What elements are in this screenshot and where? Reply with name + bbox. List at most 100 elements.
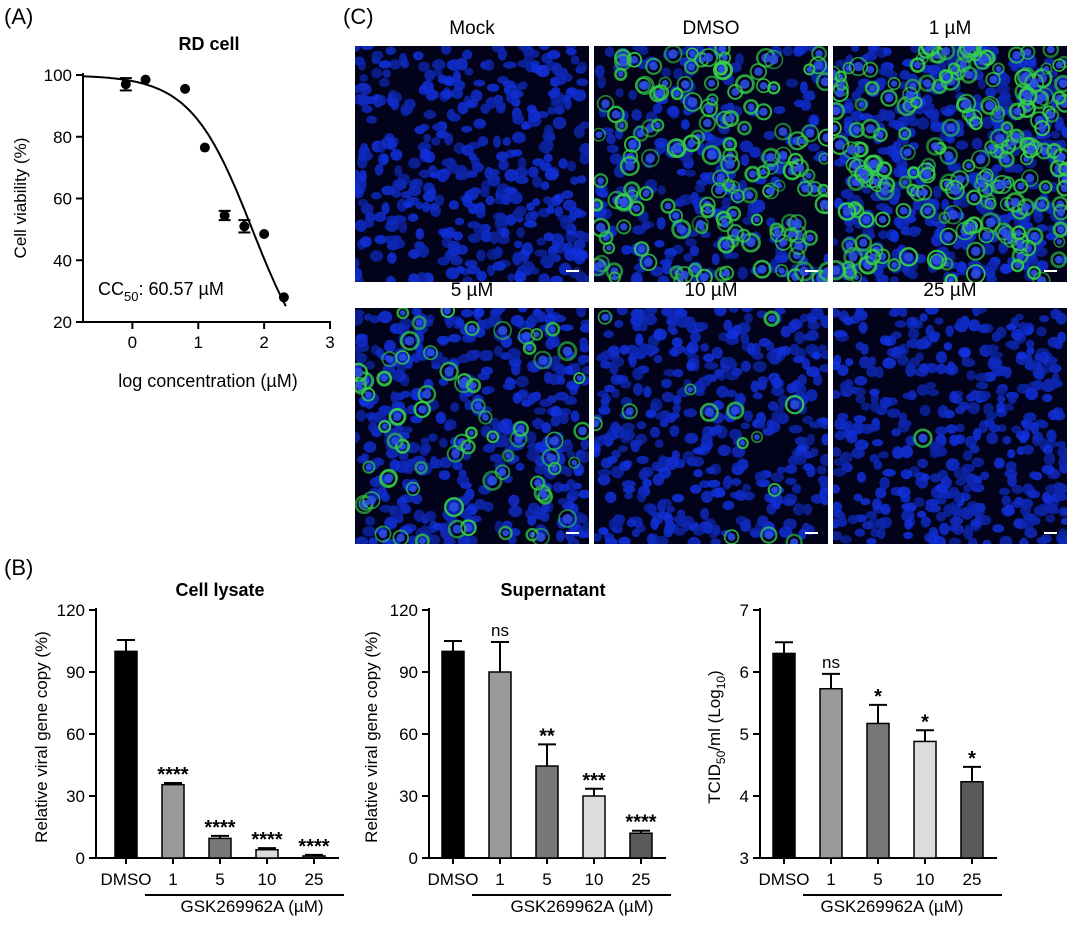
fit-curve bbox=[82, 75, 287, 307]
panel-label-b: (B) bbox=[4, 555, 34, 580]
cc50-annotation: CC50: 60.57 µM bbox=[98, 279, 224, 304]
y-tick-label: 7 bbox=[740, 601, 749, 620]
y-tick-label: 80 bbox=[53, 128, 72, 147]
bar bbox=[488, 671, 512, 859]
significance-label: * bbox=[874, 686, 882, 708]
category-label: 5 bbox=[873, 870, 882, 889]
treatment-label: GSK269962A (µM) bbox=[180, 897, 323, 916]
tcid50-chart: TCID50/ml (Log10) GSK269962A (µM) 3 4 5 6 7 D… bbox=[705, 601, 1002, 916]
micrograph-10um bbox=[594, 308, 828, 544]
micro-label-10um: 10 µM bbox=[684, 280, 738, 301]
bar bbox=[302, 855, 326, 859]
scale-bar bbox=[805, 532, 818, 534]
bar bbox=[960, 780, 984, 859]
y-tick-label: 60 bbox=[399, 725, 418, 744]
chart-title: Supernatant bbox=[500, 580, 605, 600]
y-tick-label: 30 bbox=[66, 787, 85, 806]
category-label: 25 bbox=[632, 870, 651, 889]
y-tick-label: 60 bbox=[53, 190, 72, 209]
supernatant-chart: Supernatant Relative viral gene copy (%)… bbox=[362, 580, 671, 916]
category-label: 1 bbox=[495, 870, 504, 889]
bar bbox=[208, 837, 232, 859]
y-tick-label: 60 bbox=[66, 725, 85, 744]
chart-title: RD cell bbox=[178, 34, 239, 54]
bar bbox=[441, 650, 465, 859]
x-tick-label: 1 bbox=[194, 333, 203, 352]
category-label: 10 bbox=[916, 870, 935, 889]
category-label: 10 bbox=[585, 870, 604, 889]
data-point bbox=[140, 74, 151, 85]
category-label: 5 bbox=[542, 870, 551, 889]
treatment-label: GSK269962A (µM) bbox=[820, 897, 963, 916]
x-tick-label: 2 bbox=[259, 333, 268, 352]
micrograph-5um bbox=[355, 308, 589, 544]
y-tick-label: 0 bbox=[409, 849, 418, 868]
y-tick-label: 6 bbox=[740, 663, 749, 682]
micrograph-25um bbox=[833, 308, 1067, 544]
micro-label-1um: 1 µM bbox=[928, 18, 972, 39]
category-label: DMSO bbox=[428, 870, 479, 889]
y-tick-label: 30 bbox=[399, 787, 418, 806]
y-tick-label: 20 bbox=[53, 313, 72, 332]
significance-label: **** bbox=[625, 812, 656, 834]
nuclei-layer bbox=[833, 308, 1067, 544]
micro-label-dmso: DMSO bbox=[682, 18, 740, 39]
infected-cells-layer bbox=[594, 46, 828, 282]
y-axis-label: Relative viral gene copy (%) bbox=[362, 631, 381, 843]
bar bbox=[819, 687, 843, 859]
treatment-label: GSK269962A (µM) bbox=[510, 897, 653, 916]
bar bbox=[913, 740, 937, 859]
micrograph-dmso bbox=[594, 46, 828, 282]
y-axis-label: TCID50/ml (Log10) bbox=[705, 670, 728, 803]
significance-label: * bbox=[968, 748, 976, 770]
significance-label: ns bbox=[822, 653, 840, 672]
scale-bar bbox=[566, 532, 579, 534]
infected-cells-layer bbox=[355, 308, 589, 544]
micro-label-mock: Mock bbox=[449, 18, 495, 39]
significance-label: **** bbox=[251, 829, 282, 851]
bar bbox=[629, 832, 653, 859]
scale-bar bbox=[566, 270, 579, 272]
category-label: 1 bbox=[168, 870, 177, 889]
scale-bar bbox=[805, 270, 818, 272]
nuclei-layer bbox=[355, 46, 589, 282]
infected-cells-layer bbox=[913, 428, 933, 448]
significance-label: **** bbox=[298, 836, 329, 858]
category-label: 25 bbox=[963, 870, 982, 889]
y-tick-label: 90 bbox=[399, 663, 418, 682]
nuclei-layer bbox=[594, 46, 828, 282]
data-point bbox=[278, 292, 289, 303]
micrograph-1um bbox=[833, 46, 1067, 282]
y-tick-label: 4 bbox=[740, 787, 749, 806]
significance-label: ns bbox=[491, 621, 509, 640]
infected-cells-layer bbox=[833, 46, 1067, 282]
bar bbox=[535, 765, 559, 859]
y-tick-label: 40 bbox=[53, 251, 72, 270]
category-label: DMSO bbox=[759, 870, 810, 889]
bar bbox=[866, 722, 890, 859]
significance-label: **** bbox=[157, 764, 188, 786]
significance-label: * bbox=[921, 711, 929, 733]
infected-cells-layer bbox=[594, 309, 805, 544]
y-tick-label: 120 bbox=[390, 601, 418, 620]
viability-chart: RD cell Cell viability (%) log concentra… bbox=[11, 34, 335, 391]
data-point bbox=[219, 210, 230, 221]
data-point bbox=[120, 79, 131, 90]
y-tick-label: 3 bbox=[740, 849, 749, 868]
significance-label: *** bbox=[582, 770, 606, 792]
bar bbox=[772, 652, 796, 859]
chart-title: Cell lysate bbox=[175, 580, 264, 600]
y-tick-label: 100 bbox=[44, 66, 72, 85]
data-point bbox=[199, 142, 210, 153]
bar bbox=[114, 650, 138, 859]
scale-bar bbox=[1044, 270, 1057, 272]
data-point bbox=[259, 229, 270, 240]
micrograph-mock bbox=[355, 46, 589, 282]
micro-label-5um: 5 µM bbox=[450, 280, 494, 301]
bar bbox=[161, 783, 185, 859]
significance-label: **** bbox=[204, 817, 235, 839]
y-axis-label: Relative viral gene copy (%) bbox=[32, 631, 51, 843]
x-tick-label: 0 bbox=[128, 333, 137, 352]
cell-lysate-chart: Cell lysate Relative viral gene copy (%)… bbox=[32, 580, 344, 916]
y-tick-label: 0 bbox=[76, 849, 85, 868]
